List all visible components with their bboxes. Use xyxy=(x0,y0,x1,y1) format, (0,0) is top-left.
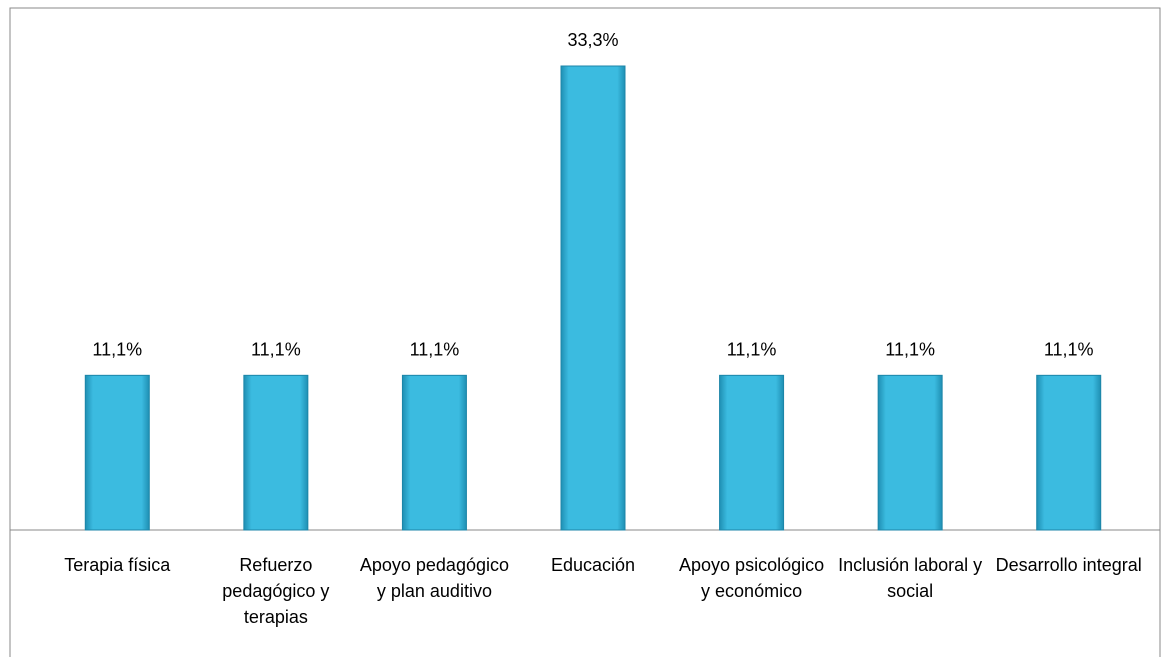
value-label: 11,1% xyxy=(727,339,777,359)
x-tick-label: Refuerzo pedagógico y terapias xyxy=(222,555,330,627)
bar xyxy=(719,374,785,531)
bar xyxy=(401,374,467,531)
chart-border xyxy=(9,7,1161,657)
value-label: 11,1% xyxy=(92,339,142,359)
bar xyxy=(560,65,626,531)
x-tick-label: Inclusión laboral y social xyxy=(838,555,983,601)
x-tick-label: Educación xyxy=(550,555,636,575)
bar xyxy=(84,374,150,531)
x-tick-label: Terapia física xyxy=(64,555,171,575)
bar xyxy=(243,374,309,531)
bar xyxy=(877,374,943,531)
bar xyxy=(1036,374,1102,531)
x-tick-label: Apoyo psicológico y económico xyxy=(679,555,825,601)
value-label: 11,1% xyxy=(1044,339,1094,359)
value-label: 11,1% xyxy=(410,339,460,359)
x-tick-label: Desarrollo integral xyxy=(995,555,1142,575)
value-label: 11,1% xyxy=(885,339,935,359)
value-label: 33,3% xyxy=(567,30,618,50)
value-label: 11,1% xyxy=(251,339,301,359)
x-tick-label: Apoyo pedagógico y plan auditivo xyxy=(359,555,509,601)
